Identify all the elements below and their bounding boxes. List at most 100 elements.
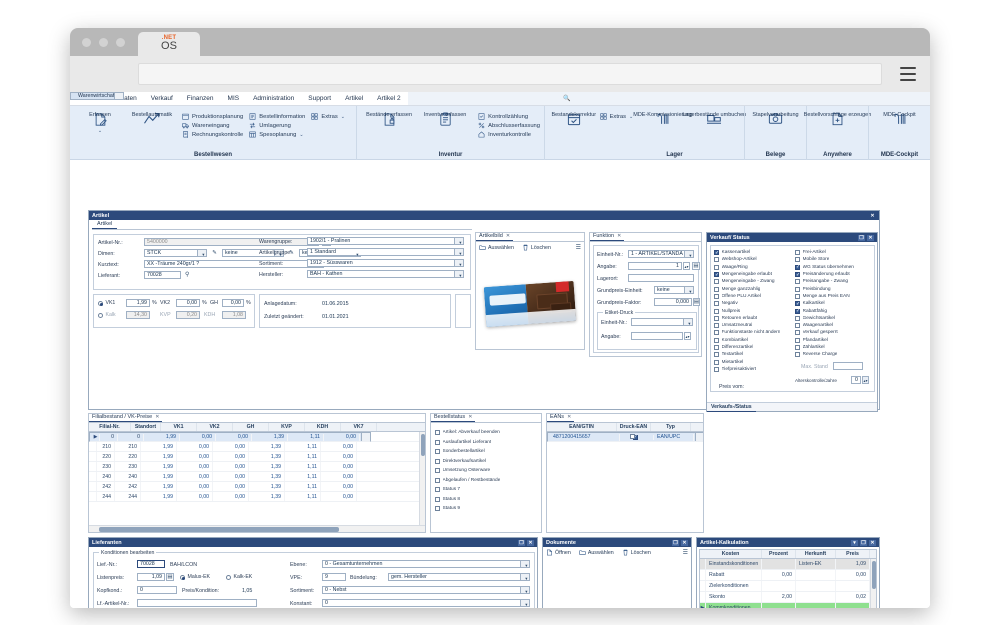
druck-ean-checkbox[interactable] <box>629 434 635 439</box>
filialbestand-vscrollbar[interactable] <box>419 432 425 532</box>
chevron-down-icon[interactable]: ▾ <box>459 251 462 256</box>
filialbestand-col-2[interactable]: VK1 <box>161 423 197 431</box>
bestellstatus-check-8[interactable]: Status 9 <box>435 504 537 514</box>
grundpreis-faktor-button[interactable]: ▤ <box>693 298 700 306</box>
ribbon-button-produktionsplanung[interactable]: Produktionsplanung <box>182 113 243 120</box>
status-check-right-14[interactable]: Reverse Charge <box>795 351 875 358</box>
vpe-input[interactable]: 9 <box>322 573 346 581</box>
lieferant-input[interactable]: 70028 <box>144 271 181 279</box>
global-search-input[interactable]: 🔍 <box>407 92 578 105</box>
tab-artikelbild[interactable]: Artikelbild ✕ <box>476 233 514 241</box>
chevron-down-icon[interactable]: ⌄ <box>299 131 304 138</box>
filialbestand-col-3[interactable]: VK2 <box>197 423 233 431</box>
artikelbild-loeschen-button[interactable]: Löschen <box>522 244 551 251</box>
ean-col-0[interactable]: EAN/GTIN <box>547 423 617 431</box>
dokumente-oeffnen-button[interactable]: Öffnen <box>546 549 571 556</box>
einheit-nr-select[interactable]: 1 - ARTIKEL/STANDARD ▾ <box>628 250 694 258</box>
ribbon-button-mde-cockpit[interactable]: MDE-Cockpit <box>873 110 926 126</box>
kalk-col-2[interactable]: Herkunft <box>796 550 836 558</box>
menu-icon[interactable] <box>900 67 916 81</box>
chevron-down-icon[interactable]: ▾ <box>459 240 462 245</box>
bestellstatus-check-5[interactable]: Abgelaufen / Restbestände <box>435 476 537 486</box>
angabe-input[interactable]: 1 <box>628 262 682 270</box>
close-icon[interactable]: ✕ <box>870 212 875 219</box>
etikett-einheit-select[interactable]: ▾ <box>631 318 693 326</box>
close-icon[interactable]: ✕ <box>617 233 622 239</box>
menu-item-artikel[interactable]: Artikel <box>345 95 364 102</box>
kalk-input[interactable]: 14,30 <box>126 311 150 319</box>
ribbon-button-erfassen[interactable]: Erfassen ⌄ <box>74 110 126 134</box>
chevron-down-icon[interactable]: ▾ <box>202 252 205 257</box>
dokumente-auswaehlen-button[interactable]: Auswählen <box>579 549 614 556</box>
close-icon[interactable]: ✕ <box>867 234 874 241</box>
menu-item-verkauf[interactable]: Verkauf <box>150 95 173 102</box>
close-window-dot[interactable] <box>82 38 91 47</box>
lieferanten-titlebar[interactable]: Lieferanten ❐ ✕ <box>89 538 537 547</box>
close-icon[interactable]: ✕ <box>155 414 160 420</box>
lief-sortiment-select[interactable]: 0 - Nebst ▾ <box>322 586 530 594</box>
bestellstatus-check-0[interactable]: Artikel: Abverkauf beenden <box>435 428 537 438</box>
dokumente-loeschen-button[interactable]: Löschen <box>622 549 651 556</box>
artikel-window-buttons[interactable]: ✕ <box>869 213 876 219</box>
dimen-select[interactable]: STCK ▾ <box>144 249 207 257</box>
minimize-window-dot[interactable] <box>99 38 108 47</box>
lieferanten-window-buttons[interactable]: ❐ ✕ <box>518 539 534 546</box>
scroll-thumb[interactable] <box>421 434 425 456</box>
status-check-left-15[interactable]: Mietartikel <box>714 358 794 365</box>
ribbon-button-bestellvorschlaege[interactable]: Bestellvorschläge erzeugen <box>804 110 871 126</box>
status-check-right-2[interactable]: WG Status übernehmen <box>795 264 875 271</box>
kdh-input[interactable]: 1,08 <box>222 311 246 319</box>
close-icon[interactable]: ✕ <box>468 414 473 420</box>
dim2-edit-icon[interactable]: ✎ <box>289 250 294 256</box>
grundpreis-einheit-select[interactable]: keine ▾ <box>654 286 694 294</box>
filialbestand-col-6[interactable]: KDH <box>305 423 341 431</box>
status-check-left-1[interactable]: Webshop-Artikel <box>714 256 794 263</box>
menu-item-artikel2[interactable]: Artikel 2 <box>377 95 401 102</box>
konstant-select[interactable]: 0 ▾ <box>322 599 530 607</box>
tab-funktion[interactable]: Funktion ✕ <box>590 233 625 241</box>
ribbon-button-kontrollzaehlung[interactable]: Kontrollzählung <box>478 113 540 120</box>
scroll-thumb[interactable] <box>872 561 876 589</box>
chevron-down-icon[interactable]: ▾ <box>851 539 858 546</box>
lagerort-input[interactable] <box>628 274 694 282</box>
menu-item-finanzen[interactable]: Finanzen <box>186 95 214 102</box>
ribbon-button-extras-bestellwesen[interactable]: Extras ⌄ <box>311 113 345 120</box>
gh-input[interactable]: 0,00 <box>222 299 244 307</box>
ribbon-button-bestandskorrektur[interactable]: Bestandskorrektur <box>549 110 599 126</box>
verkauf-status-titlebar[interactable]: Verkauf/ Status ❐ ✕ <box>707 233 877 242</box>
chevron-down-icon[interactable]: ▾ <box>356 252 359 257</box>
filialbestand-col-4[interactable]: GH <box>233 423 269 431</box>
angabe-extra-button[interactable]: ▤ <box>692 262 700 270</box>
hersteller-select[interactable]: BAH - Kathen ▾ <box>307 270 464 278</box>
etikett-angabe-spinner[interactable]: ▴▾ <box>684 332 691 340</box>
status-check-left-7[interactable]: Negativ <box>714 300 794 307</box>
dimen-edit-icon[interactable]: ✎ <box>212 250 217 256</box>
status-check-right-3[interactable]: Preisänderung erlaubt <box>795 271 875 278</box>
tab-filialbestand[interactable]: Filialbestand / VK-Preise ✕ <box>89 414 163 422</box>
menu-item-administration[interactable]: Administration <box>253 95 295 102</box>
menu-icon[interactable]: ☰ <box>682 550 688 556</box>
table-row[interactable]: Skonto 2,00 0,02 <box>700 592 870 603</box>
filialbestand-col-5[interactable]: KVP <box>269 423 305 431</box>
close-icon[interactable]: ✕ <box>567 414 572 420</box>
listenpreis-calc-button[interactable]: ▤ <box>166 573 174 581</box>
ribbon-button-mde-kommissionierung[interactable]: MDE-Kommissionierung <box>633 110 693 126</box>
warengruppe-select[interactable]: 1902/1 - Pralinen ▾ <box>307 237 464 245</box>
close-icon[interactable]: ✕ <box>681 539 688 546</box>
kvp-input[interactable]: 0,20 <box>176 311 200 319</box>
bestellstatus-check-1[interactable]: Auslaufartikel Lieferant <box>435 438 537 448</box>
close-icon[interactable]: ✕ <box>505 233 511 239</box>
etikett-angabe-input[interactable] <box>631 332 683 340</box>
kalkulation-window-buttons[interactable]: ▾ ❐ ✕ <box>851 539 876 546</box>
kopfkond-input[interactable]: 0 <box>137 586 177 594</box>
status-check-left-13[interactable]: Differenzartikel <box>714 344 794 351</box>
browser-tab-netos[interactable]: .NET OS <box>138 32 200 56</box>
vk1-input[interactable]: 1,99 <box>126 299 150 307</box>
restore-icon[interactable]: ❐ <box>672 539 679 546</box>
listenpreis-input[interactable]: 1,09 <box>137 573 165 581</box>
ribbon-button-bestellinformation[interactable]: Bestellinformation <box>249 113 305 120</box>
kalkulation-vscrollbar[interactable] <box>870 559 876 608</box>
ean-col-1[interactable]: Druck-EAN <box>617 423 651 431</box>
filialbestand-col-1[interactable]: Standort <box>131 423 161 431</box>
status-check-left-6[interactable]: Offene PLU Artikel <box>714 293 794 300</box>
